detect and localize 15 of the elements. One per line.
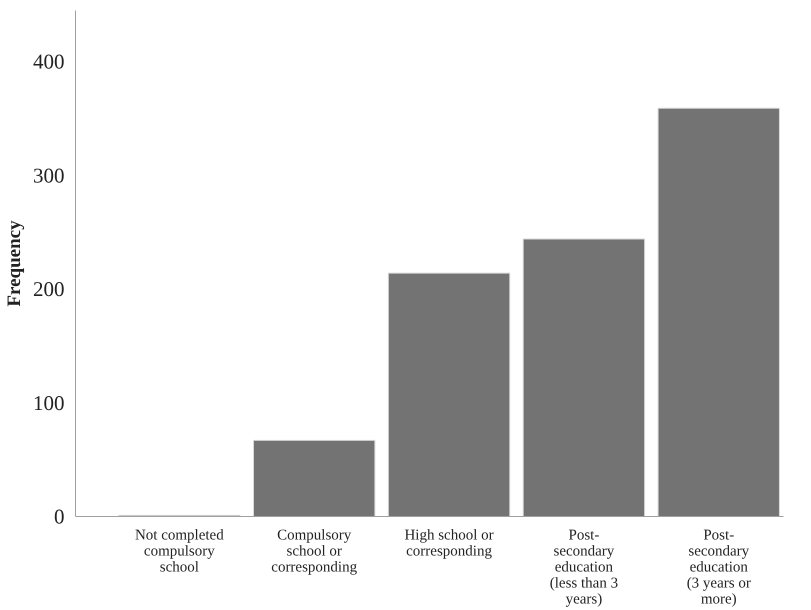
bar xyxy=(522,238,646,516)
y-axis-title: Frequency xyxy=(4,220,25,307)
y-tick-label: 100 xyxy=(33,390,64,415)
bar xyxy=(253,440,376,516)
y-tick-label: 200 xyxy=(33,277,64,302)
x-tick-label: High school or corresponding xyxy=(404,528,494,560)
x-tick-label: Post- secondary education (less than 3 years) xyxy=(550,528,618,608)
y-tick-label: 0 xyxy=(54,504,64,528)
x-tick-label: Post- secondary education (3 years or more) xyxy=(686,528,751,608)
y-tick-label: 400 xyxy=(33,50,64,74)
x-tick-label: Not completed compulsory school xyxy=(134,528,224,576)
bar xyxy=(658,108,780,516)
x-tick-label: Compulsory school or corresponding xyxy=(271,528,358,576)
bar xyxy=(388,272,510,516)
y-tick-label: 300 xyxy=(33,163,64,188)
